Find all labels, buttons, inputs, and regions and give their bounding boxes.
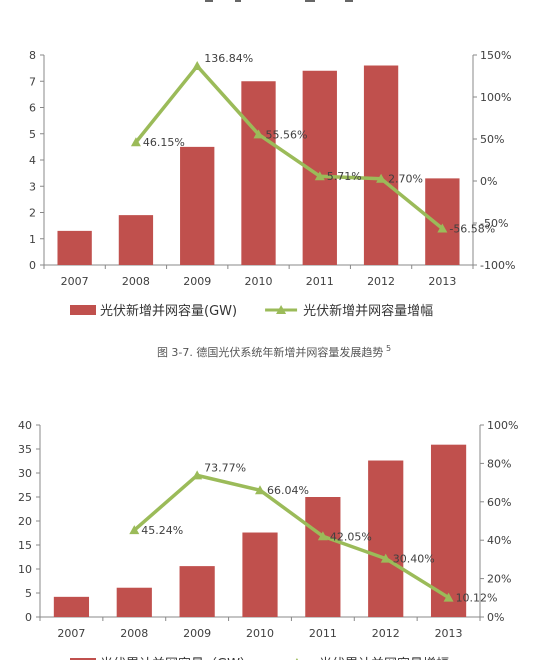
line-point-marker — [380, 553, 391, 563]
legend-bar-swatch — [70, 305, 96, 315]
left-tick-label: 5 — [29, 128, 36, 141]
x-tick-label: 2012 — [367, 275, 395, 288]
left-tick-label: 20 — [18, 515, 32, 528]
bar — [118, 215, 154, 265]
left-tick-label: 1 — [29, 233, 36, 246]
right-tick-label: 100% — [480, 91, 511, 104]
cropped-heading-fragment — [205, 0, 353, 2]
x-tick-label: 2008 — [120, 627, 148, 640]
bar — [425, 178, 460, 265]
bar — [241, 81, 276, 265]
legend-line-label: 光伏新增并网容量增幅 — [303, 303, 433, 319]
x-tick-label: 2013 — [428, 275, 456, 288]
left-tick-label: 40 — [18, 419, 32, 432]
bar — [305, 497, 341, 617]
x-tick-label: 2007 — [57, 627, 85, 640]
left-tick-label: 10 — [18, 563, 32, 576]
right-tick-label: 0% — [480, 175, 497, 188]
left-tick-label: 6 — [29, 102, 36, 115]
line-point-marker — [443, 592, 454, 602]
legend-bar-swatch — [70, 658, 96, 660]
line-point-marker — [376, 173, 387, 183]
left-tick-label: 7 — [29, 75, 36, 88]
line-data-label: 45.24% — [141, 524, 183, 537]
line-point-marker — [255, 485, 265, 495]
line-point-marker — [253, 129, 264, 139]
chart-cumulative-capacity: 0 5 10 15 20 25 30 35 40 0% 20% 40% 60% 80% 100% 2007 20… — [18, 419, 518, 660]
left-tick-label: 4 — [29, 154, 36, 167]
right-tick-label: -50% — [480, 217, 508, 230]
x-tick-label: 2010 — [245, 275, 273, 288]
x-tick-label: 2013 — [435, 627, 463, 640]
left-tick-label: 3 — [29, 180, 36, 193]
bar — [242, 532, 278, 617]
x-tick-label: 2007 — [61, 275, 89, 288]
x-tick-label: 2011 — [306, 275, 334, 288]
growth-line — [133, 473, 450, 600]
caption-footnote-marker: 5 — [383, 344, 391, 353]
right-tick-label: 100% — [487, 419, 518, 432]
right-tick-label: 40% — [487, 534, 511, 547]
line-point-marker — [192, 61, 203, 71]
x-tick-label: 2009 — [183, 627, 211, 640]
line-data-label: -56.58% — [449, 223, 495, 236]
legend-line-label: 光伏累计并网容量增幅 — [319, 656, 449, 660]
figure-caption: 图 3-7. 德国光伏系统年新增并网容量发展趋势 5 — [157, 344, 391, 359]
legend-bar-label: 光伏累计并网容量（GW） — [100, 656, 253, 660]
line-point-marker — [437, 223, 448, 233]
left-tick-label: 25 — [18, 491, 32, 504]
left-tick-label: 0 — [25, 611, 32, 624]
right-tick-label: 20% — [487, 573, 511, 586]
line-data-label: 46.15% — [143, 136, 185, 149]
growth-line — [134, 64, 444, 230]
left-tick-label: 8 — [29, 49, 36, 62]
line-point-marker — [314, 171, 325, 181]
line-data-label: 10.12% — [456, 592, 498, 605]
bar — [368, 460, 404, 617]
right-tick-label: -100% — [480, 259, 515, 272]
x-tick-label: 2008 — [122, 275, 150, 288]
left-tick-label: 2 — [29, 207, 36, 220]
line-data-label: 5.71% — [327, 170, 362, 183]
bar — [179, 566, 215, 617]
line-point-marker — [129, 525, 140, 535]
line-point-marker — [130, 137, 141, 147]
left-tick-label: 15 — [18, 539, 32, 552]
left-tick-label: 30 — [18, 467, 32, 480]
line-data-label: 2.70% — [388, 173, 423, 186]
left-tick-label: 0 — [29, 259, 36, 272]
line-point-marker — [317, 531, 328, 541]
left-tick-label: 35 — [18, 443, 32, 456]
x-tick-label: 2009 — [183, 275, 211, 288]
x-tick-label: 2010 — [246, 627, 274, 640]
bar — [57, 230, 92, 265]
right-tick-label: 80% — [487, 457, 511, 470]
left-tick-label: 5 — [25, 587, 32, 600]
right-tick-label: 0% — [487, 611, 504, 624]
chart-new-capacity: 0 1 2 3 4 5 6 7 8 -100% -50% 0% 50% 100% 150% 2007 2008 2… — [29, 49, 515, 359]
line-data-label: 30.40% — [393, 553, 435, 566]
bar — [363, 65, 399, 265]
line-point-marker — [192, 470, 203, 480]
bar — [180, 146, 215, 265]
line-data-label: 136.84% — [204, 52, 253, 65]
bar — [116, 587, 152, 617]
x-tick-label: 2012 — [372, 627, 400, 640]
line-data-label: 55.56% — [266, 128, 308, 141]
right-tick-label: 50% — [480, 133, 504, 146]
right-tick-label: 150% — [480, 49, 511, 62]
legend-bar-label: 光伏新增并网容量(GW) — [100, 303, 237, 319]
bar — [53, 596, 90, 617]
legend-line-marker — [276, 305, 287, 314]
line-data-label: 73.77% — [204, 461, 246, 474]
x-tick-label: 2011 — [309, 627, 337, 640]
right-tick-label: 60% — [487, 496, 511, 509]
line-data-label: 42.05% — [330, 530, 372, 543]
line-data-label: 66.04% — [267, 484, 309, 497]
